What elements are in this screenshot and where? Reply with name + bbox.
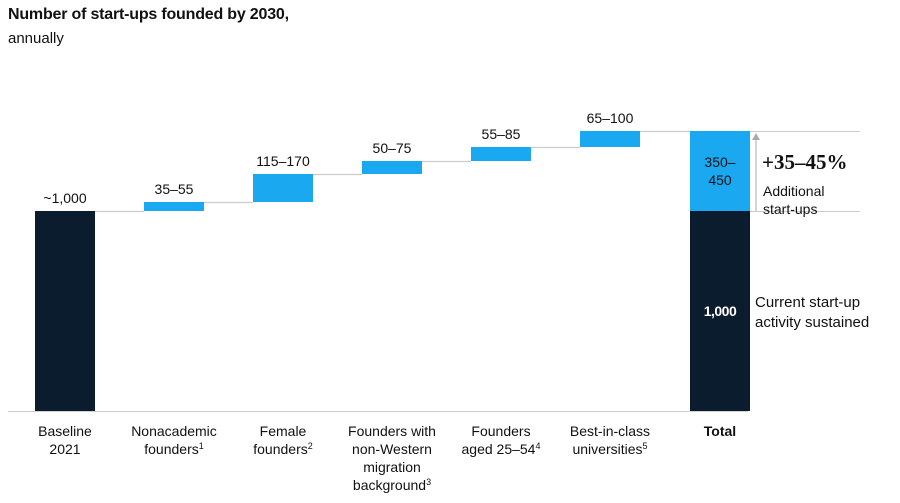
bar-value-label: 35–55 <box>155 181 194 197</box>
category-label: Female <box>260 423 307 439</box>
bar-value-label: 50–75 <box>373 140 412 156</box>
bar-total-added-label: 450 <box>708 172 732 188</box>
total-headline: +35–45% <box>762 150 847 174</box>
footnote-marker: 2 <box>308 441 313 451</box>
footnote-marker: 5 <box>643 441 648 451</box>
additional-label: Additional <box>763 183 825 199</box>
bar-total-base <box>690 211 750 411</box>
category-label: 2021 <box>49 441 80 457</box>
current-activity-label: Current start-up <box>755 294 860 311</box>
chart-title: Number of start-ups founded by 2030, <box>8 6 289 23</box>
bar-delta <box>471 147 531 161</box>
category-label: background3 <box>353 477 431 493</box>
bar-value-label: 65–100 <box>587 110 634 126</box>
category-label: Best-in-class <box>570 423 650 439</box>
category-label: Founders with <box>348 423 436 439</box>
category-label: Total <box>704 423 736 439</box>
category-label: migration <box>363 459 421 475</box>
bar-total-base-label: 1,000 <box>704 303 737 319</box>
category-label: universities5 <box>572 441 647 457</box>
additional-label: start-ups <box>763 201 817 217</box>
bar-total-added-label: 350– <box>704 154 735 170</box>
bar-total-added <box>690 131 750 211</box>
footnote-marker: 4 <box>535 441 540 451</box>
bar-delta <box>580 131 640 147</box>
bar-delta <box>144 202 204 211</box>
chart-subtitle: annually <box>8 30 64 47</box>
current-activity-label: activity sustained <box>755 314 869 331</box>
bar-value-label: 55–85 <box>482 126 521 142</box>
category-label: founders2 <box>253 441 313 457</box>
bar-baseline <box>35 211 95 411</box>
footnote-marker: 1 <box>199 441 204 451</box>
category-label: non-Western <box>352 441 432 457</box>
bar-delta <box>362 161 422 174</box>
bar-value-label: 115–170 <box>256 153 310 169</box>
category-label: Nonacademic <box>131 423 217 439</box>
category-label: founders1 <box>144 441 204 457</box>
category-label: Founders <box>471 423 530 439</box>
category-label: aged 25–544 <box>462 441 541 457</box>
bar-delta <box>253 174 313 202</box>
footnote-marker: 3 <box>426 477 431 487</box>
increase-arrow-head <box>752 133 760 140</box>
bar-value-label: ~1,000 <box>43 190 86 206</box>
category-label: Baseline <box>38 423 92 439</box>
